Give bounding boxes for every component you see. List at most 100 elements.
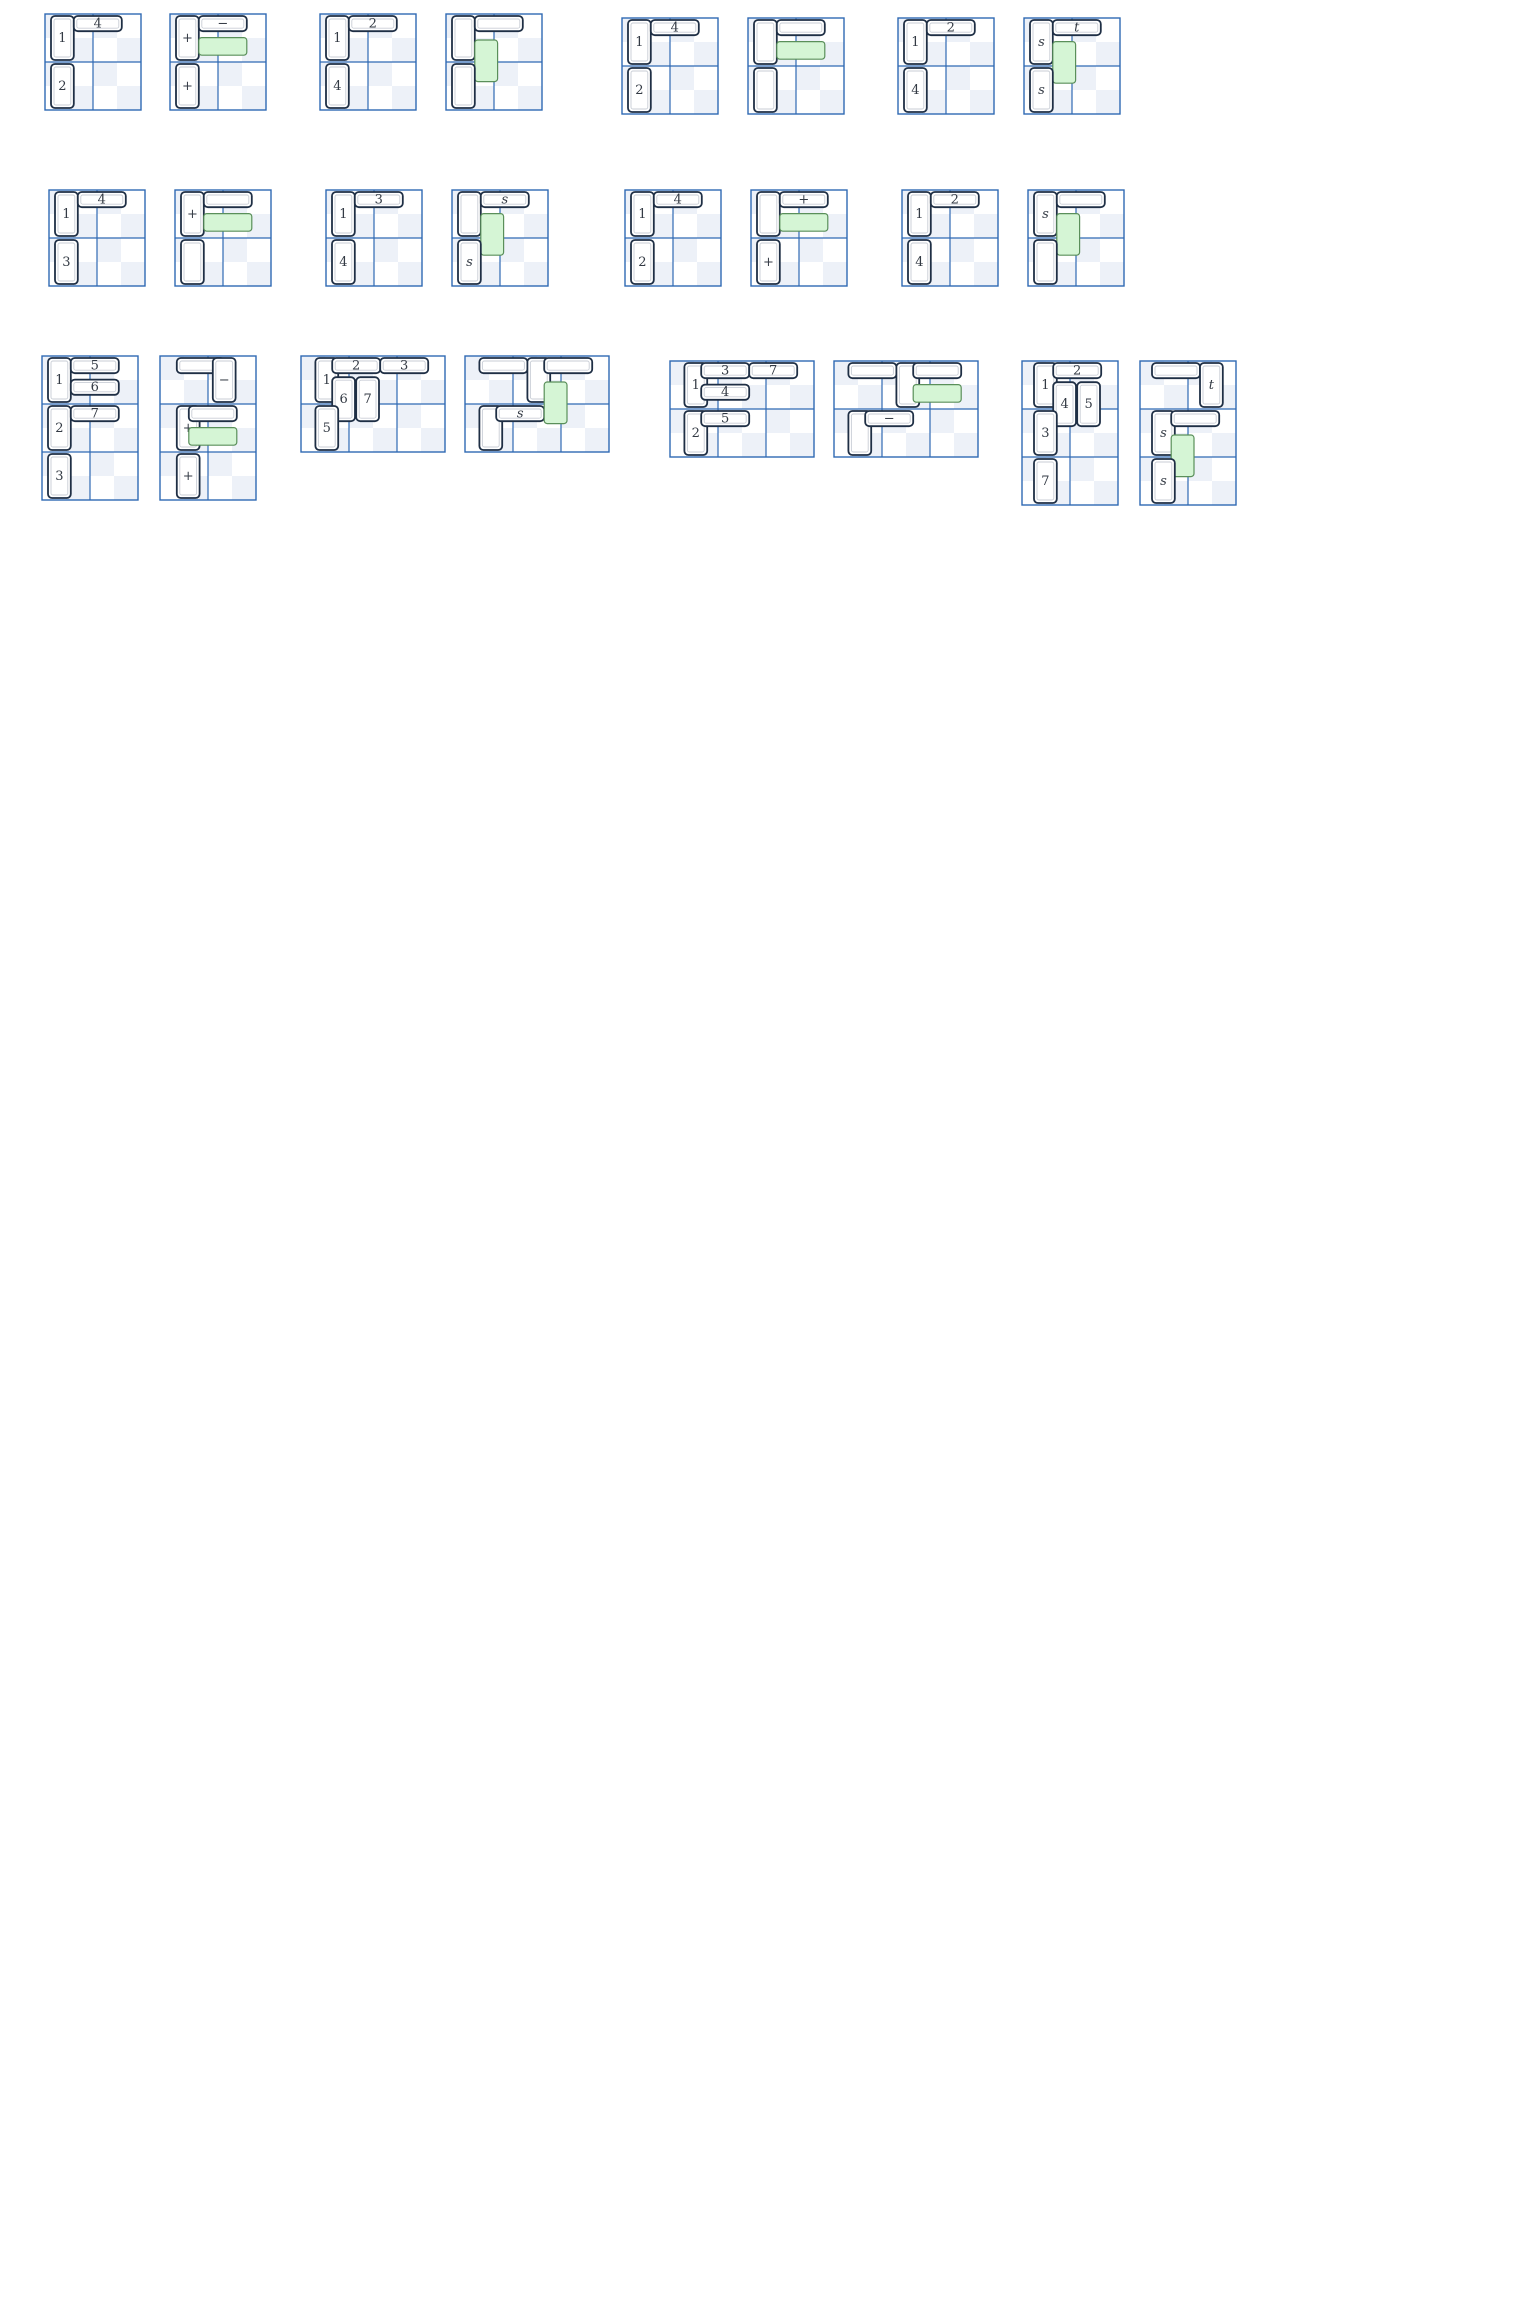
domino-label: + — [187, 207, 198, 222]
grid-cell — [585, 380, 609, 404]
grid-cell — [121, 262, 145, 286]
domino-piece — [847, 362, 898, 380]
domino-label: 1 — [1041, 378, 1049, 393]
domino-inner-edge — [178, 18, 197, 58]
domino-piece — [925, 19, 976, 37]
grid-cell — [93, 38, 117, 62]
domino-inner-edge — [910, 242, 929, 282]
domino-inner-edge — [630, 70, 649, 110]
grid-cell — [1072, 90, 1096, 114]
grid-cell — [697, 238, 721, 262]
grid-cell — [398, 238, 422, 262]
grid-cell — [906, 433, 930, 457]
domino-inner-edge — [1036, 413, 1055, 453]
grid-cell — [766, 409, 790, 433]
domino-label: s — [1038, 35, 1045, 50]
domino-piece — [1033, 191, 1058, 237]
grid-cell — [232, 476, 256, 500]
grid-cell — [90, 452, 114, 476]
domino-label: − — [217, 17, 228, 32]
domino-inner-edge — [454, 18, 473, 58]
grid-cell — [232, 452, 256, 476]
grid-cell — [524, 262, 548, 286]
domino-piece — [907, 191, 932, 237]
grid-cell — [790, 409, 814, 433]
domino-inner-edge — [1032, 22, 1051, 62]
domino-piece — [72, 15, 123, 33]
grid-border — [445, 13, 543, 111]
grid-cell — [1164, 385, 1188, 409]
domino-panel — [747, 17, 845, 115]
domino-label: s — [1160, 426, 1167, 441]
domino-label: t — [1209, 378, 1215, 393]
grid-cell — [585, 404, 609, 428]
domino-piece — [314, 405, 340, 451]
grid-cell — [673, 238, 697, 262]
domino-piece — [649, 19, 700, 37]
domino-piece — [630, 191, 655, 237]
grid-cell — [397, 404, 421, 428]
grid-cell — [820, 66, 844, 90]
domino-piece — [756, 239, 781, 285]
domino-piece — [1029, 19, 1054, 65]
grid-cell — [820, 90, 844, 114]
grid-cell — [397, 428, 421, 452]
domino-piece — [331, 239, 356, 285]
domino-label: s — [1042, 207, 1049, 222]
domino-label: 1 — [55, 373, 63, 388]
domino-label: 2 — [638, 255, 646, 270]
domino-piece — [175, 15, 200, 61]
domino-label: 1 — [58, 31, 66, 46]
domino-piece — [355, 376, 380, 423]
domino-label: 4 — [94, 17, 102, 32]
domino-label: 5 — [323, 421, 331, 436]
grid-cell — [796, 66, 820, 90]
grid-cell — [93, 62, 117, 86]
grid-cell — [392, 62, 416, 86]
domino-inner-edge — [633, 242, 652, 282]
highlight-cell — [1056, 213, 1081, 256]
domino-inner-edge — [183, 242, 202, 282]
domino-inner-edge — [653, 22, 697, 33]
grid-cell — [160, 380, 184, 404]
domino-inner-edge — [759, 194, 778, 234]
domino-label: 1 — [339, 207, 347, 222]
domino-label: 7 — [91, 407, 99, 422]
domino-inner-edge — [334, 194, 353, 234]
domino-panel — [445, 13, 543, 111]
domino-panel: 1 4 2 — [624, 189, 722, 287]
grid-cell — [694, 42, 718, 66]
grid-cell — [242, 62, 266, 86]
grid-cell — [694, 90, 718, 114]
domino-label: 7 — [1041, 474, 1049, 489]
grid-cell — [946, 66, 970, 90]
grid-border — [897, 17, 995, 115]
domino-inner-edge — [703, 365, 747, 376]
grid-cell — [392, 38, 416, 62]
grid-cell — [513, 428, 537, 452]
grid-cell — [518, 86, 542, 110]
domino-piece — [197, 15, 248, 33]
grid-cell — [392, 86, 416, 110]
domino-inner-edge — [201, 18, 245, 29]
grid-cell — [694, 66, 718, 90]
grid-cell — [368, 86, 392, 110]
domino-panel: + — [174, 189, 272, 287]
domino-piece — [1055, 191, 1106, 209]
grid-border — [325, 189, 423, 287]
domino-panel: 1 5 6 2 7 3 — [41, 355, 139, 501]
domino-panel: 1 2 4 — [901, 189, 999, 287]
grid-cell — [494, 86, 518, 110]
domino-label: 3 — [1041, 426, 1049, 441]
domino-label: 3 — [55, 469, 63, 484]
domino-piece — [1033, 410, 1058, 456]
domino-inner-edge — [1173, 413, 1217, 424]
grid-cell — [930, 409, 954, 433]
domino-inner-edge — [57, 242, 76, 282]
domino-piece — [202, 191, 253, 209]
grid-border — [669, 360, 815, 458]
grid-border — [1139, 360, 1237, 506]
domino-inner-edge — [1036, 461, 1055, 501]
domino-label: s — [501, 193, 508, 208]
domino-piece — [543, 357, 594, 375]
